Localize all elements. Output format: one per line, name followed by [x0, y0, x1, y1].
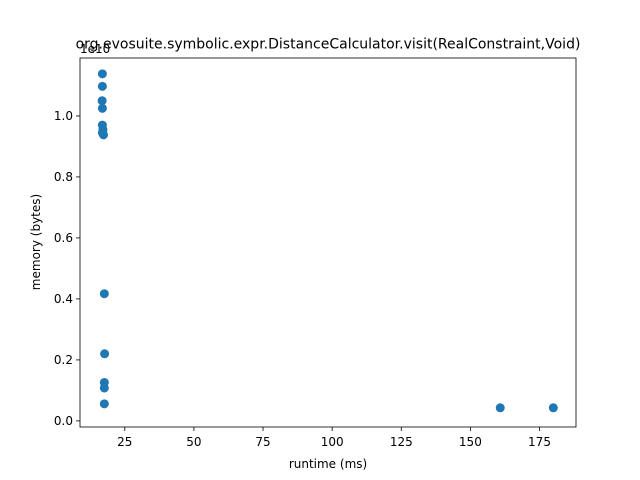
y-axis-offset-label: 1e10 — [80, 42, 110, 56]
x-axis-label: runtime (ms) — [289, 457, 367, 471]
data-point — [99, 399, 109, 409]
x-tick-label: 175 — [528, 435, 551, 449]
x-tick-label: 25 — [117, 435, 132, 449]
data-point — [97, 103, 107, 113]
y-tick-label: 0.0 — [54, 414, 73, 428]
y-tick-label: 1.0 — [54, 109, 73, 123]
data-point — [100, 349, 110, 359]
chart-title: org.evosuite.symbolic.expr.DistanceCalcu… — [76, 37, 581, 53]
x-tick-label: 125 — [390, 435, 413, 449]
data-point — [99, 289, 109, 299]
y-tick-label: 0.4 — [54, 292, 73, 306]
plot-area: 25 50 75 100 125 150 175 0.0 0.2 0.4 0.6 0.8 1.0 — [54, 57, 577, 449]
y-tick-label: 0.8 — [54, 170, 73, 184]
y-tick-label: 0.2 — [54, 353, 73, 367]
data-point — [99, 383, 109, 393]
x-tick-label: 75 — [255, 435, 270, 449]
axes-frame — [79, 57, 577, 428]
y-axis-label: memory (bytes) — [29, 194, 43, 290]
data-point — [97, 81, 107, 91]
x-tick-label: 100 — [321, 435, 344, 449]
data-point — [548, 403, 558, 413]
y-tick-label: 0.6 — [54, 231, 73, 245]
x-tick-label: 50 — [186, 435, 201, 449]
data-point — [97, 69, 107, 79]
data-point — [495, 403, 505, 413]
data-point — [99, 130, 109, 140]
data-point — [97, 96, 107, 106]
x-tick-label: 150 — [459, 435, 482, 449]
